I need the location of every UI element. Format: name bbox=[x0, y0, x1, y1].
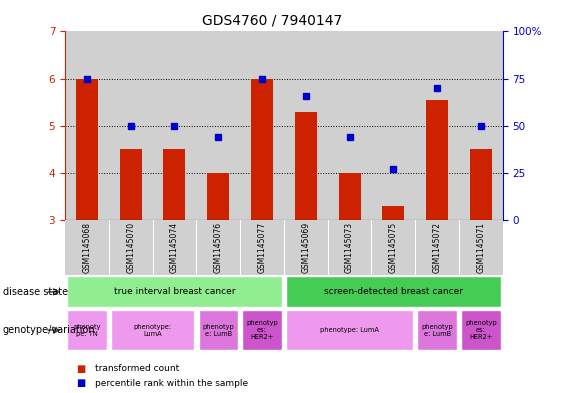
Text: phenotyp
es:
HER2+: phenotyp es: HER2+ bbox=[246, 320, 278, 340]
Bar bbox=[153, 220, 197, 275]
Bar bbox=[76, 79, 98, 220]
Bar bbox=[426, 100, 448, 220]
Bar bbox=[153, 31, 197, 220]
Text: GSM1145071: GSM1145071 bbox=[476, 222, 485, 273]
Bar bbox=[251, 79, 273, 220]
Text: GSM1145068: GSM1145068 bbox=[82, 222, 92, 273]
Text: GSM1145076: GSM1145076 bbox=[214, 222, 223, 273]
Text: GSM1145069: GSM1145069 bbox=[301, 222, 310, 273]
Bar bbox=[108, 31, 153, 220]
Text: phenoty
pe: TN: phenoty pe: TN bbox=[73, 323, 101, 337]
Bar bbox=[459, 31, 503, 220]
Bar bbox=[286, 276, 501, 307]
Bar bbox=[242, 310, 282, 350]
Text: genotype/variation: genotype/variation bbox=[3, 325, 95, 335]
Bar bbox=[418, 310, 457, 350]
Text: transformed count: transformed count bbox=[95, 364, 179, 373]
Text: phenotyp
es:
HER2+: phenotyp es: HER2+ bbox=[465, 320, 497, 340]
Bar bbox=[197, 31, 240, 220]
Bar bbox=[338, 173, 360, 220]
Bar bbox=[198, 310, 238, 350]
Bar bbox=[372, 31, 415, 220]
Bar bbox=[415, 31, 459, 220]
Bar bbox=[328, 220, 372, 275]
Bar bbox=[240, 220, 284, 275]
Bar bbox=[67, 310, 107, 350]
Text: GSM1145077: GSM1145077 bbox=[258, 222, 267, 273]
Bar bbox=[240, 31, 284, 220]
Text: disease state: disease state bbox=[3, 287, 68, 297]
Text: GSM1145074: GSM1145074 bbox=[170, 222, 179, 273]
Text: phenotype: LumA: phenotype: LumA bbox=[320, 327, 379, 333]
Bar bbox=[372, 220, 415, 275]
Bar bbox=[415, 220, 459, 275]
Text: ■: ■ bbox=[76, 378, 85, 388]
Text: GSM1145075: GSM1145075 bbox=[389, 222, 398, 273]
Text: phenotyp
e: LumB: phenotyp e: LumB bbox=[202, 323, 234, 337]
Bar bbox=[284, 31, 328, 220]
Bar bbox=[207, 173, 229, 220]
Text: GSM1145072: GSM1145072 bbox=[433, 222, 442, 273]
Bar bbox=[383, 206, 405, 220]
Text: GSM1145070: GSM1145070 bbox=[126, 222, 135, 273]
Bar bbox=[286, 310, 413, 350]
Bar bbox=[295, 112, 317, 220]
Text: phenotype:
LumA: phenotype: LumA bbox=[133, 323, 172, 337]
Text: GDS4760 / 7940147: GDS4760 / 7940147 bbox=[202, 14, 343, 28]
Bar bbox=[163, 149, 185, 220]
Text: GSM1145073: GSM1145073 bbox=[345, 222, 354, 273]
Text: ■: ■ bbox=[76, 364, 85, 374]
Text: screen-detected breast cancer: screen-detected breast cancer bbox=[324, 287, 463, 296]
Text: true interval breast cancer: true interval breast cancer bbox=[114, 287, 235, 296]
Bar bbox=[120, 149, 142, 220]
Bar bbox=[459, 220, 503, 275]
Bar bbox=[111, 310, 194, 350]
Bar bbox=[197, 220, 240, 275]
Text: phenotyp
e: LumB: phenotyp e: LumB bbox=[421, 323, 453, 337]
Text: percentile rank within the sample: percentile rank within the sample bbox=[95, 379, 248, 387]
Bar bbox=[328, 31, 372, 220]
Bar bbox=[461, 310, 501, 350]
Bar bbox=[65, 31, 109, 220]
Bar bbox=[67, 276, 282, 307]
Bar bbox=[470, 149, 492, 220]
Bar bbox=[284, 220, 328, 275]
Bar bbox=[65, 220, 109, 275]
Bar bbox=[108, 220, 153, 275]
